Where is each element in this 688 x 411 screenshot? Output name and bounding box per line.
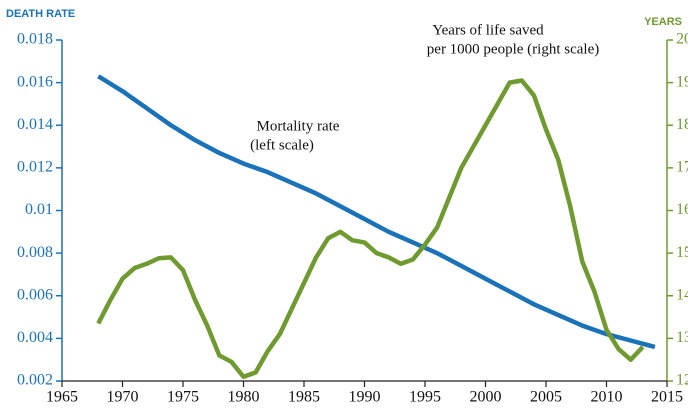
annotation: (left scale)	[250, 137, 314, 153]
x-tick-label: 1975	[167, 389, 199, 406]
x-tick-label: 1990	[349, 389, 381, 406]
annotation: Years of life saved	[432, 22, 544, 38]
y-tick-label: 0.01	[25, 201, 53, 218]
x-tick-label: 1980	[228, 389, 260, 406]
y-tick-label: 0.008	[17, 244, 53, 261]
y-tick-label: 0.018	[17, 31, 53, 48]
y2-tick-label: 190	[676, 73, 688, 90]
y2-tick-label: 130	[676, 329, 688, 346]
y-tick-label: 0.014	[17, 116, 53, 133]
data-line	[96, 78, 645, 379]
x-tick-label: 2010	[591, 389, 623, 406]
y-tick-label: 0.016	[17, 73, 53, 90]
y-tick-label: 0.006	[17, 286, 53, 303]
y-axis-title: DEATH RATE	[6, 8, 75, 20]
y2-tick-label: 170	[676, 159, 688, 176]
y-tick-label: 0.002	[17, 372, 53, 389]
y2-tick-label: 140	[676, 286, 688, 303]
y-tick-label: 0.004	[17, 329, 53, 346]
y2-tick-label: 120	[676, 372, 688, 389]
x-tick-label: 1970	[107, 389, 139, 406]
y2-tick-label: 160	[676, 201, 688, 218]
x-tick-label: 2005	[530, 389, 562, 406]
annotation: Mortality rate	[257, 118, 340, 134]
y2-tick-label: 180	[676, 116, 688, 133]
x-tick-label: 2000	[470, 389, 502, 406]
x-tick-label: 1965	[46, 389, 78, 406]
annotation: per 1000 people (right scale)	[427, 41, 599, 57]
y2-axis-title: YEARS	[644, 16, 682, 28]
y2-tick-label: 200	[676, 31, 688, 48]
x-tick-label: 1995	[409, 389, 441, 406]
y2-tick-label: 150	[676, 244, 688, 261]
x-tick-label: 1985	[288, 389, 320, 406]
data-line	[97, 74, 656, 350]
x-tick-label: 2015	[651, 389, 683, 406]
y-tick-label: 0.012	[17, 159, 53, 176]
